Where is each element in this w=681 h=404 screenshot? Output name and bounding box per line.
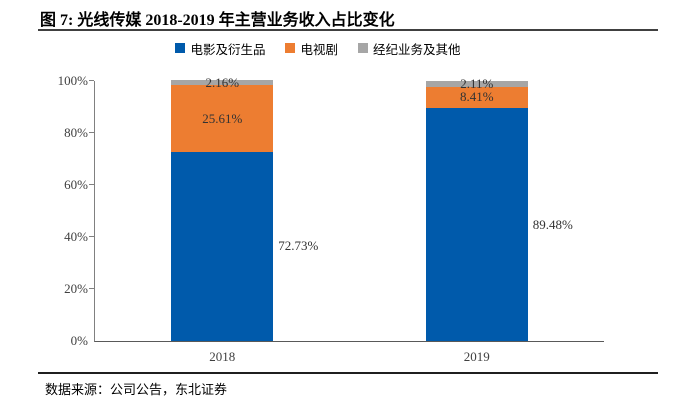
segment-value-label: 89.48% [532,216,573,232]
bar-segment [171,85,274,152]
bar-segment [171,151,274,341]
legend-color-swatch [285,43,296,53]
y-axis-label: 40% [64,229,88,244]
bar-segment [425,108,528,341]
legend-item-label: 电视剧 [300,42,338,57]
legend-color-swatch [358,43,368,53]
y-axis-tick [89,184,94,185]
y-axis-label: 100% [57,73,88,88]
y-axis-label: 20% [64,281,88,296]
segment-value-label: 25.61% [202,110,243,126]
legend-color-swatch [175,43,186,53]
figure-title: 图 7: 光线传媒 2018-2019 年主营业务收入占比变化 [40,12,395,29]
stacked-bar: 72.73% 25.61% 2.16% [171,75,318,341]
y-axis-tick [89,80,94,81]
segment-value-label: 72.73% [278,238,319,254]
y-axis-label: 0% [70,333,88,348]
data-source-note: 数据来源：公司公告，东北证券 [45,382,228,397]
segment-value-label: 8.41% [459,89,494,105]
y-axis-tick [89,236,94,237]
y-axis-label: 60% [64,177,88,192]
legend-item: 经纪业务及其他 [358,39,461,58]
bar-segment [425,81,528,87]
title-divider [38,29,658,31]
x-axis-label: 2019 [463,349,490,364]
footer-divider [38,372,658,374]
segment-value-label: 2.11% [460,75,494,91]
y-axis-tick [89,288,94,289]
bar-segment [171,79,274,86]
plot-area: 0% 20% 40% 60% 80% 100% 72.73% 25.61% 2.16% 2018 8… [58,74,604,364]
legend-item: 电视剧 [285,39,338,58]
chart-legend: 电影及衍生品 电视剧 经纪业务及其他 [0,39,636,58]
legend-item-label: 电影及衍生品 [190,42,266,57]
segment-value-label: 2.16% [205,74,240,90]
x-axis-label: 2018 [209,349,236,364]
y-axis-tick [89,132,94,133]
bar-segment [425,86,528,109]
legend-item-label: 经纪业务及其他 [373,42,461,57]
legend-item: 电影及衍生品 [175,39,265,58]
y-axis-label: 80% [64,125,88,140]
stacked-bar: 89.48% 8.41% 2.11% [425,76,573,341]
